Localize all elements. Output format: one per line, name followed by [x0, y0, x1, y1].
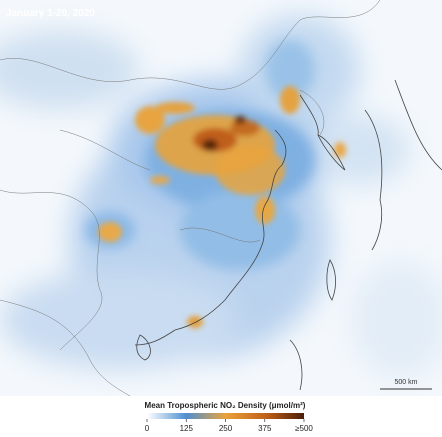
colorbar	[147, 413, 304, 419]
scale-label: 500 km	[395, 379, 418, 386]
colorbar-tick-label: 0	[145, 424, 150, 433]
scale-bar: 500 km	[380, 379, 432, 390]
legend: Mean Tropospheric NO₂ Density (μmol/m²) …	[145, 401, 314, 433]
high-density	[98, 86, 346, 328]
colorbar-tick-label: 125	[180, 424, 194, 433]
colorbar-tick-label: 250	[219, 424, 233, 433]
colorbar-tick-label: ≥500	[295, 424, 313, 433]
map: 500 km January 1-20, 2020	[0, 0, 442, 396]
coastlines	[134, 79, 442, 391]
borders	[0, 0, 381, 396]
legend-title: Mean Tropospheric NO₂ Density (μmol/m²)	[145, 401, 306, 410]
colorbar-tick-label: 375	[258, 424, 272, 433]
map-title: January 1-20, 2020	[6, 8, 95, 19]
